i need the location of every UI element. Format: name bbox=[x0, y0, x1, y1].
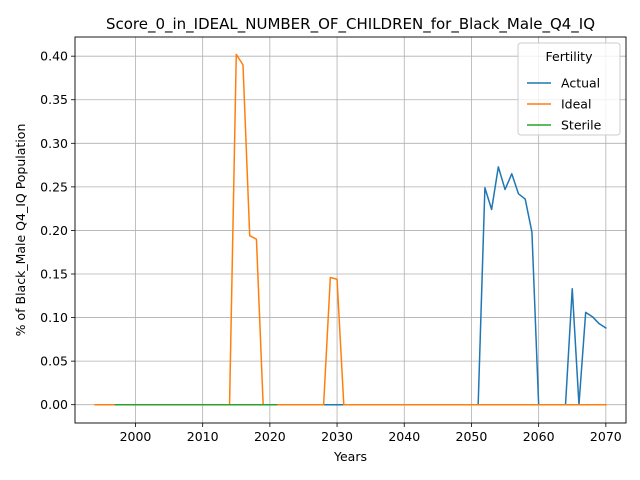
legend-entry-ideal: Ideal bbox=[561, 97, 591, 112]
series-line-ideal bbox=[94, 53, 607, 406]
series-lines bbox=[94, 53, 607, 406]
y-tick-label: 0.25 bbox=[40, 179, 68, 194]
y-tick-label: 0.15 bbox=[40, 267, 68, 282]
x-axis-label: Years bbox=[333, 449, 367, 464]
x-tick-label: 2010 bbox=[187, 429, 219, 444]
y-tick-label: 0.20 bbox=[40, 223, 68, 238]
x-tick-label: 2000 bbox=[120, 429, 152, 444]
x-tick-label: 2020 bbox=[254, 429, 286, 444]
x-tick-label: 2060 bbox=[523, 429, 555, 444]
series-line-actual bbox=[114, 166, 607, 406]
y-tick-label: 0.00 bbox=[40, 397, 68, 412]
x-tick-label: 2050 bbox=[456, 429, 488, 444]
legend: Fertility Actual Ideal Sterile bbox=[517, 42, 621, 136]
y-tick-label: 0.10 bbox=[40, 310, 68, 325]
plot-frame bbox=[74, 36, 627, 424]
y-axis-label: % of Black_Male Q4_IQ Population bbox=[13, 124, 28, 337]
x-axis: 2000 2010 2020 2030 2040 2050 2060 2070 bbox=[120, 423, 622, 444]
legend-entry-actual: Actual bbox=[561, 76, 600, 91]
legend-box bbox=[517, 42, 621, 136]
chart-title: Score_0_in_IDEAL_NUMBER_OF_CHILDREN_for_… bbox=[106, 15, 595, 34]
legend-entry-sterile: Sterile bbox=[561, 118, 602, 133]
y-tick-label: 0.35 bbox=[40, 92, 68, 107]
y-tick-label: 0.40 bbox=[40, 49, 68, 64]
legend-title: Fertility bbox=[546, 49, 594, 64]
y-tick-label: 0.30 bbox=[40, 136, 68, 151]
y-tick-label: 0.05 bbox=[40, 354, 68, 369]
x-tick-label: 2040 bbox=[388, 429, 420, 444]
y-axis: 0.00 0.05 0.10 0.15 0.20 0.25 0.30 0.35 0.40 bbox=[40, 49, 75, 412]
x-tick-label: 2070 bbox=[590, 429, 622, 444]
x-tick-label: 2030 bbox=[321, 429, 353, 444]
